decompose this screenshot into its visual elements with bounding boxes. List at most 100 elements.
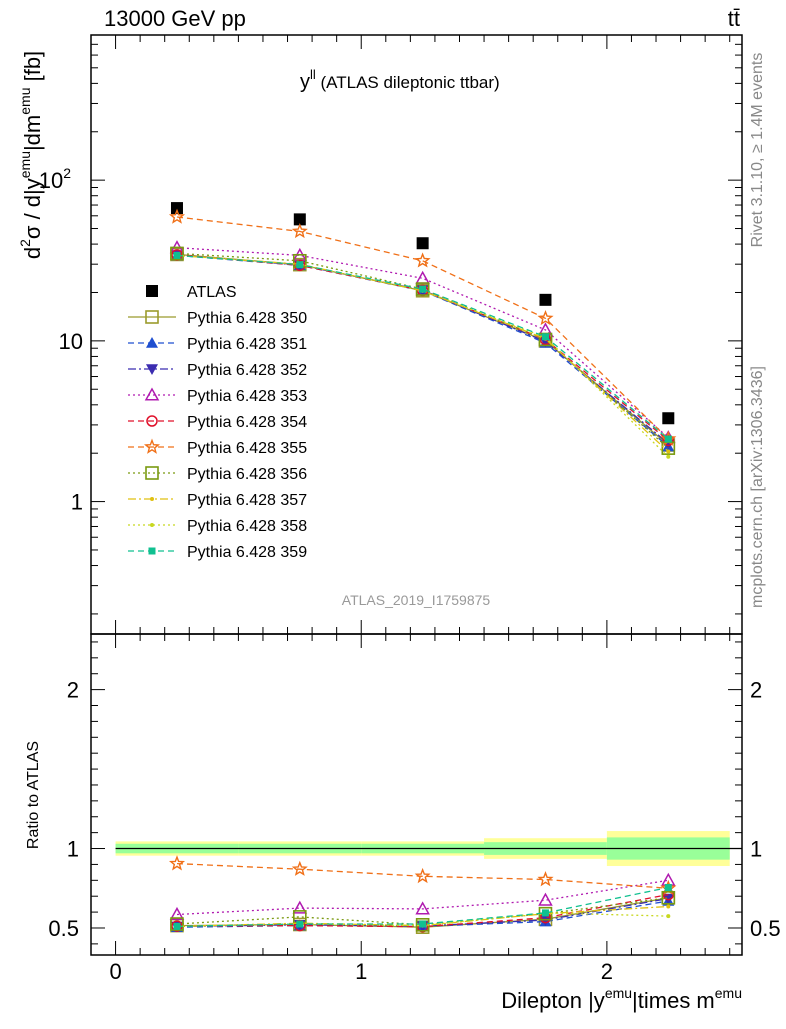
ratio-point-p359 <box>173 922 181 930</box>
mcplots-citation-label: mcplots.cern.ch [arXiv:1306.3436] <box>749 366 766 608</box>
legend-label-p350: Pythia 6.428 350 <box>187 310 307 327</box>
point-p359 <box>296 261 304 269</box>
legend-item-p357: Pythia 6.428 357 <box>128 492 307 509</box>
legend-marker-p354 <box>146 415 158 427</box>
series-line-p353 <box>176 247 669 439</box>
point-p355 <box>291 222 308 239</box>
main-y-axis-label: d2σ / d|yemu|dmemu [fb] <box>17 51 45 259</box>
ratio-point-p359 <box>541 909 549 917</box>
ratio-y-tick-label: 0.5 <box>48 916 79 941</box>
legend-item-p350: Pythia 6.428 350 <box>128 310 307 327</box>
point-p359 <box>419 285 427 293</box>
legend-marker-p351 <box>146 337 158 348</box>
main-y-tick-label-base: 10 <box>59 329 83 354</box>
xlabel-part-1: emu <box>605 985 632 1001</box>
main-y-tick-label-exp: 2 <box>63 165 71 181</box>
analysis-id-label: ATLAS_2019_I1759875 <box>342 592 491 608</box>
legend-label-p357: Pythia 6.428 357 <box>187 492 307 509</box>
main-y-tick-label: 1 <box>71 490 83 515</box>
main-y-tick-label-base: 10 <box>39 168 63 193</box>
legend-marker-p353 <box>144 387 160 401</box>
main-y-tick-label: 102 <box>39 165 71 193</box>
legend-marker-p350 <box>145 310 159 324</box>
ratio-point-p356 <box>170 917 184 931</box>
point-atlas <box>539 293 552 306</box>
ylabel-part-6: [fb] <box>20 51 45 88</box>
ylabel-part-1: 2 <box>17 239 33 247</box>
legend-item-p351: Pythia 6.428 351 <box>128 336 307 353</box>
legend-label-p353: Pythia 6.428 353 <box>187 388 307 405</box>
x-tick-label: 2 <box>601 959 613 984</box>
ratio-series-p355 <box>168 855 677 896</box>
ratio-point-p355 <box>414 867 431 884</box>
ratio-y-axis-label: Ratio to ATLAS <box>25 741 42 849</box>
ratio-y-tick-label-right: 2 <box>750 678 762 703</box>
legend: ATLAS Pythia 6.428 350 Pythia 6.428 351 Pyt… <box>128 284 307 561</box>
point-p354 <box>662 434 675 447</box>
x-tick-label: 1 <box>355 959 367 984</box>
point-p356 <box>170 246 184 261</box>
ratio-point-p359 <box>419 920 427 928</box>
legend-marker-atlas <box>146 285 158 297</box>
series-line-p355 <box>176 216 669 440</box>
ratio-point-p355 <box>168 855 186 871</box>
legend-marker-p358 <box>150 523 154 527</box>
series-p355 <box>168 208 677 446</box>
ratio-point-p353 <box>292 900 308 914</box>
legend-label-p351: Pythia 6.428 351 <box>187 336 307 353</box>
legend-item-p358: Pythia 6.428 358 <box>128 518 307 535</box>
series-atlas <box>170 202 675 425</box>
ratio-plot-frame <box>90 633 743 956</box>
legend-item-p352: Pythia 6.428 352 <box>128 362 307 379</box>
legend-label-p358: Pythia 6.428 358 <box>187 518 307 535</box>
point-p358 <box>666 454 671 459</box>
legend-marker-p356 <box>145 466 159 480</box>
point-p359 <box>173 251 181 259</box>
point-p355 <box>414 252 431 268</box>
point-p359 <box>541 333 549 341</box>
point-p357 <box>666 449 671 454</box>
legend-marker-p355 <box>143 438 161 454</box>
plot-title: yll (ATLAS dileptonic ttbar) <box>300 67 500 93</box>
legend-item-atlas: ATLAS <box>146 284 237 301</box>
xlabel-part-0: Dilepton |y <box>501 988 605 1013</box>
ratio-point-p353 <box>538 892 553 906</box>
point-p355 <box>537 309 554 326</box>
point-atlas <box>662 412 675 425</box>
point-atlas <box>416 237 429 250</box>
legend-label-p354: Pythia 6.428 354 <box>187 414 307 431</box>
ratio-point-p355 <box>291 860 308 876</box>
ratio-point-p357 <box>666 904 671 909</box>
ylabel-part-2: σ / d|y <box>20 178 45 239</box>
ratio-point-p359 <box>296 920 304 928</box>
ylabel-part-0: d <box>20 247 45 259</box>
ratio-point-p353 <box>169 906 185 921</box>
ratio-line-p355 <box>176 862 669 889</box>
rivet-version-label: Rivet 3.1.10, ≥ 1.4M events <box>749 53 766 248</box>
legend-label-p359: Pythia 6.428 359 <box>187 544 307 561</box>
ratio-line-p353 <box>176 879 669 916</box>
legend-marker-p357 <box>150 497 154 501</box>
ratio-series-p353 <box>169 872 676 921</box>
plot-title-sub: (ATLAS dileptonic ttbar) <box>316 73 500 92</box>
series-line-p359 <box>176 254 669 440</box>
point-atlas <box>170 202 183 215</box>
ratio-point-p353 <box>415 901 430 915</box>
point-p353 <box>415 270 430 284</box>
ratio-point-p359 <box>664 883 672 891</box>
main-y-tick-label-base: 1 <box>71 490 83 515</box>
xlabel-part-2: |times m <box>632 988 715 1013</box>
xlabel-part-3: emu <box>715 985 742 1001</box>
ratio-point-p358 <box>666 914 671 919</box>
ratio-point-p355 <box>537 871 554 887</box>
plot-title-sup: ll <box>310 67 316 82</box>
legend-marker-p352 <box>146 364 158 375</box>
ratio-series-p359 <box>173 883 672 930</box>
plot-title-main: y <box>300 71 310 93</box>
legend-item-p354: Pythia 6.428 354 <box>128 414 307 431</box>
legend-item-p359: Pythia 6.428 359 <box>128 544 307 561</box>
main-y-tick-label: 10 <box>59 329 83 354</box>
point-p355 <box>168 208 186 224</box>
